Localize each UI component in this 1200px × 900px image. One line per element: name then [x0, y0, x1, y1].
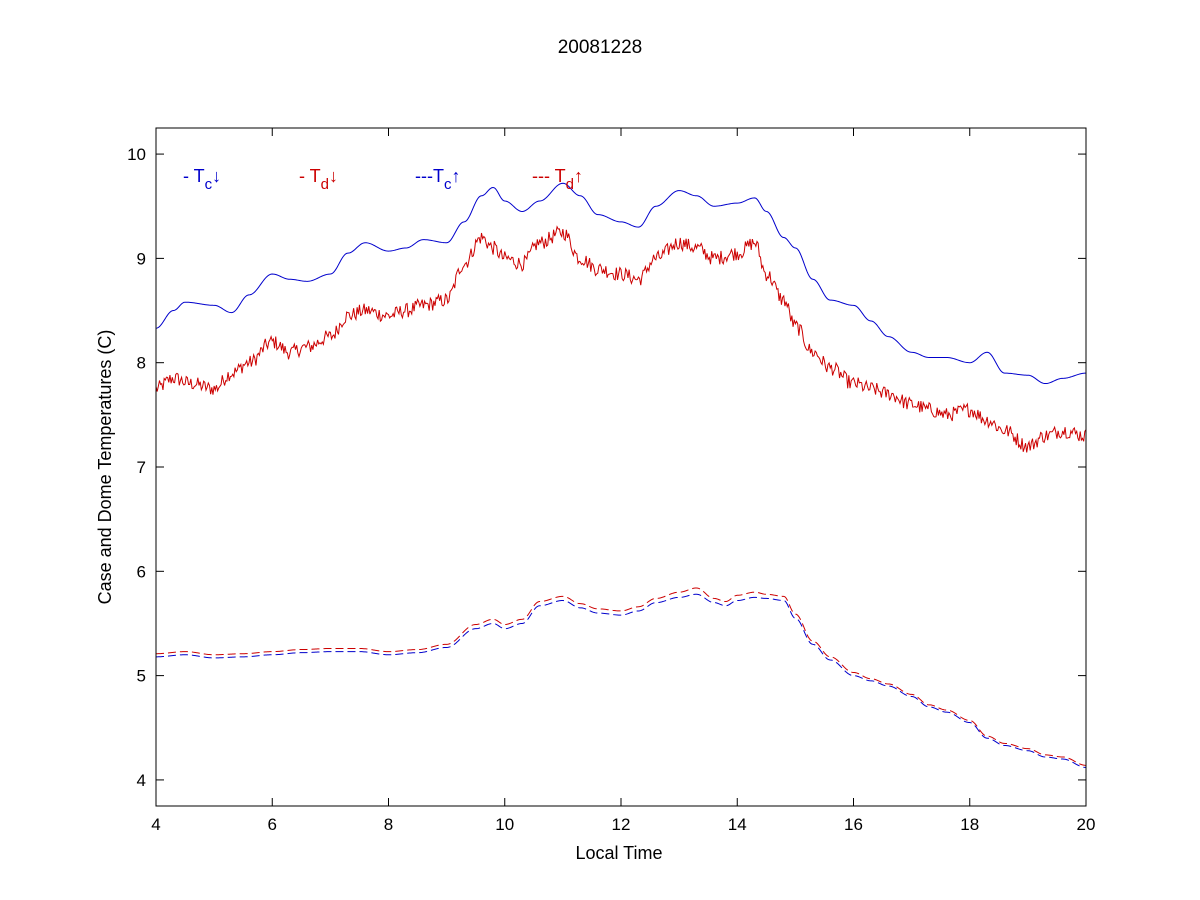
series-line-1 [155, 182, 1087, 385]
x-tick-label: 6 [268, 815, 277, 834]
x-tick-label: 16 [844, 815, 863, 834]
y-tick-label: 7 [137, 458, 146, 477]
series-line-2 [155, 225, 1087, 453]
legend-label: --- Td↑ [532, 166, 583, 193]
y-tick-label: 6 [137, 562, 146, 581]
y-tick-label: 5 [137, 667, 146, 686]
y-tick-label: 4 [137, 771, 146, 790]
series-line-4 [155, 587, 1087, 766]
series-line-3 [155, 593, 1087, 768]
y-tick-label: 8 [137, 354, 146, 373]
y-tick-label: 10 [127, 145, 146, 164]
legend-label: ---Tc↑ [415, 166, 460, 193]
legend: - Tc↓ - Td↓ ---Tc↑ --- Td↑ [183, 166, 583, 193]
axis-ticks: 4 6 8 10 12 14 16 18 20 4 5 6 7 8 9 10 [127, 128, 1095, 834]
x-tick-label: 18 [960, 815, 979, 834]
legend-label: - Tc↓ [183, 166, 221, 193]
legend-label: - Td↓ [299, 166, 338, 193]
x-tick-label: 4 [151, 815, 160, 834]
legend-item-2: - Td↓ [299, 166, 338, 193]
y-tick-label: 9 [137, 249, 146, 268]
y-axis-title: Case and Dome Temperatures (C) [95, 330, 115, 605]
series-layer [155, 182, 1087, 768]
legend-item-3: ---Tc↑ [415, 166, 460, 193]
x-tick-label: 14 [728, 815, 747, 834]
x-axis-title: Local Time [575, 843, 662, 863]
legend-item-4: --- Td↑ [532, 166, 583, 193]
x-tick-label: 12 [612, 815, 631, 834]
x-tick-label: 20 [1077, 815, 1096, 834]
legend-item-1: - Tc↓ [183, 166, 221, 193]
x-tick-label: 8 [384, 815, 393, 834]
chart-title: 20081228 [558, 37, 643, 58]
x-tick-label: 10 [495, 815, 514, 834]
